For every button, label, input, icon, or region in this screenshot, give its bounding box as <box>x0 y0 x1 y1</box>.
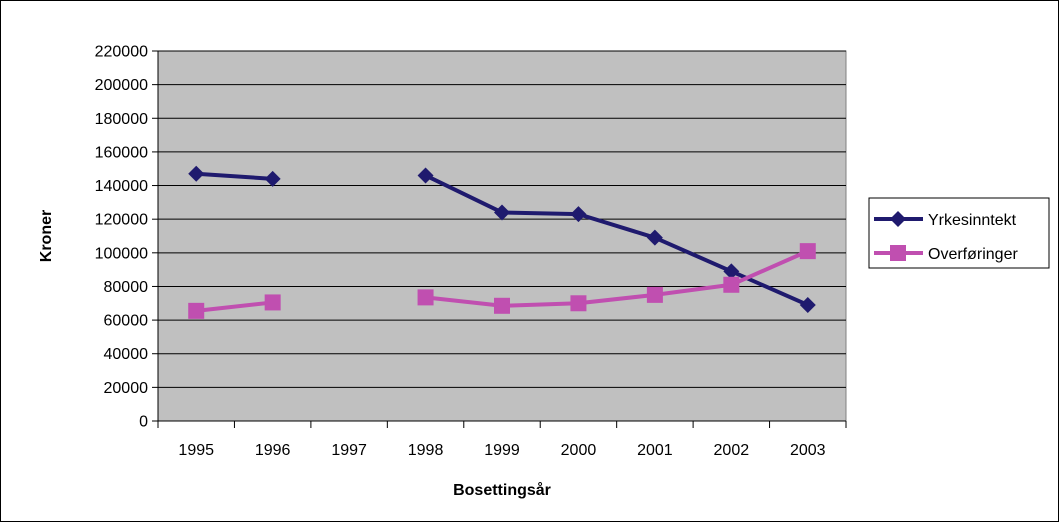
x-tick-label: 1996 <box>255 442 291 459</box>
data-point <box>570 295 587 312</box>
series-overføringer <box>188 243 816 319</box>
y-tick-label: 180000 <box>95 111 148 128</box>
legend-label: Yrkesinntekt <box>928 212 1017 229</box>
legend-marker <box>890 211 906 227</box>
series-line <box>196 171 273 181</box>
x-tick-label: 2001 <box>637 442 673 459</box>
y-tick-label: 160000 <box>95 144 148 161</box>
y-tick-label: 200000 <box>95 77 148 94</box>
y-tick-label: 80000 <box>104 279 149 296</box>
y-tick-label: 20000 <box>104 380 149 397</box>
legend-marker <box>890 245 906 261</box>
x-tick-label: 2002 <box>714 442 750 459</box>
data-point <box>646 286 663 303</box>
y-tick-label: 100000 <box>95 245 148 262</box>
x-axis-title: Bosettingsår <box>453 481 551 499</box>
x-tick-label: 1995 <box>178 442 214 459</box>
x-tick-label: 2003 <box>790 442 826 459</box>
data-point <box>188 302 205 319</box>
x-tick-label: 1997 <box>331 442 367 459</box>
y-tick-label: 120000 <box>95 212 148 229</box>
y-tick-label: 60000 <box>104 313 149 330</box>
series-yrkesinntekt <box>188 165 816 313</box>
data-point <box>264 170 281 187</box>
axes <box>157 51 846 422</box>
data-point <box>646 229 663 246</box>
y-tick-label: 0 <box>139 414 148 431</box>
data-point <box>723 276 740 293</box>
series-line <box>425 249 809 308</box>
data-point <box>417 289 434 306</box>
data-point <box>799 296 816 313</box>
data-point <box>188 165 205 182</box>
x-tick-label: 1998 <box>408 442 444 459</box>
data-point <box>264 294 281 311</box>
y-tick-label: 220000 <box>95 44 148 61</box>
series-group <box>188 165 816 319</box>
legend: Yrkesinntekt Overføringer <box>868 197 1050 269</box>
series-line <box>424 173 809 307</box>
data-point <box>723 263 740 280</box>
x-axis-ticks: 1995 1996 1997 1998 1999 2000 2001 2002 2003 <box>157 421 847 459</box>
plot-area <box>157 50 847 422</box>
data-point <box>570 206 587 223</box>
series-line <box>196 300 273 313</box>
y-axis-ticks: 0 20000 40000 60000 80000 100000 120000 140000 1… <box>95 44 158 431</box>
data-point <box>417 167 434 184</box>
data-point <box>494 297 510 314</box>
y-tick-label: 40000 <box>104 346 149 363</box>
y-axis-title: Kroner <box>38 210 55 262</box>
data-point <box>494 204 510 221</box>
legend-label: Overføringer <box>928 246 1018 263</box>
x-tick-label: 1999 <box>484 442 520 459</box>
x-tick-label: 2000 <box>561 442 597 459</box>
y-tick-label: 140000 <box>95 178 148 195</box>
data-point <box>799 243 816 260</box>
